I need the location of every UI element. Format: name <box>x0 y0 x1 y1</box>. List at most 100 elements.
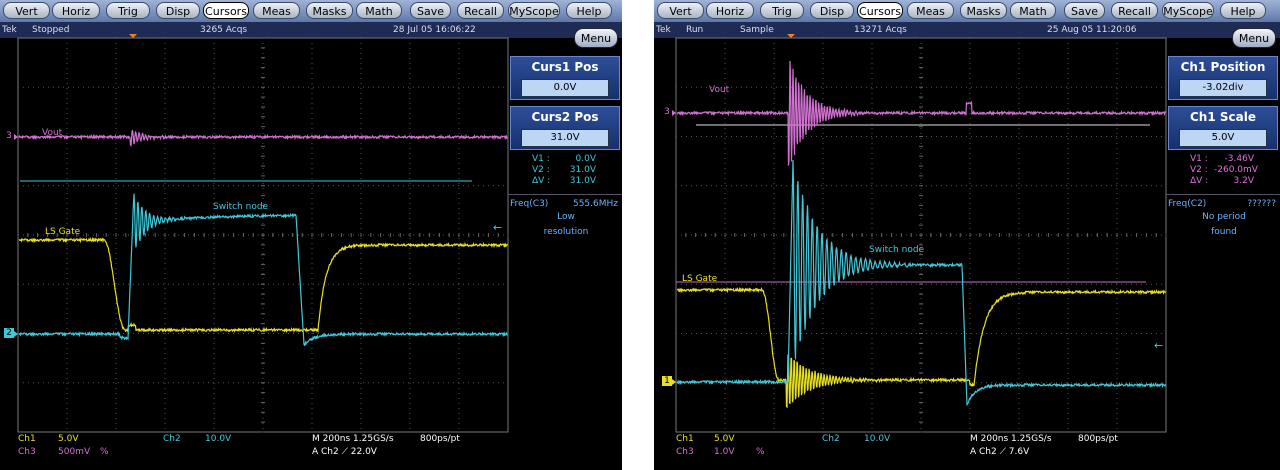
footer-text: % <box>100 447 109 457</box>
footer-text: 800ps/pt <box>1078 434 1118 444</box>
readout-value: 3.2V <box>1233 176 1254 186</box>
control-label: Ch1 Scale <box>1190 110 1256 124</box>
status-acqs: 13271 Acqs <box>854 25 907 35</box>
menu-bar: Vert Horiz Trig Disp Cursors Meas Masks Math Sav… <box>654 0 1280 22</box>
status-bar: Tek Stopped 3265 Acqs 28 Jul 05 16:06:22 <box>0 22 622 38</box>
readout-label: V1 : <box>1190 154 1208 164</box>
channel-marker: 2 <box>4 328 14 338</box>
menu-button[interactable]: Disp <box>810 2 854 19</box>
measurement-label: Freq(C2) <box>1168 199 1207 209</box>
menu-button[interactable]: Math <box>1010 2 1056 19</box>
control-box[interactable]: Ch1 Scale 5.0V <box>1168 106 1278 150</box>
menu-button[interactable]: Meas <box>253 2 300 19</box>
measurement-value: 555.6MHz <box>572 199 618 209</box>
trace-label: Switch node <box>213 202 269 212</box>
status-state: Run <box>686 25 704 35</box>
menu-button[interactable]: Cursors <box>203 2 249 19</box>
footer-text: 10.0V <box>205 434 232 444</box>
footer-text: 5.0V <box>714 434 735 444</box>
graticule <box>14 34 509 433</box>
measurement-note: resolution <box>543 227 589 237</box>
measurement-separator <box>1166 194 1280 195</box>
scope-screen: Vert Horiz Trig Disp Cursors Meas Masks Math Sav… <box>654 0 1280 470</box>
control-box[interactable]: Ch1 Position -3.02div <box>1168 56 1278 100</box>
footer-text: 500mV <box>58 447 91 457</box>
menu-button[interactable]: MyScope <box>1162 2 1214 19</box>
control-label: Curs2 Pos <box>531 110 599 124</box>
footer-text: A Ch2 ⟋ 7.6V <box>970 447 1030 457</box>
marker-arrow <box>14 331 18 337</box>
vout-trace <box>676 60 1167 166</box>
footer-text: 1.0V <box>714 447 735 457</box>
menu-button[interactable]: Help <box>566 2 612 19</box>
control-label: Curs1 Pos <box>531 60 599 74</box>
menu-button[interactable]: Horiz <box>706 2 754 19</box>
marker-arrow <box>14 134 18 140</box>
menu-button[interactable]: Menu <box>1232 28 1276 48</box>
menu-button[interactable]: Masks <box>306 2 353 19</box>
control-box[interactable]: Curs1 Pos 0.0V <box>510 56 620 100</box>
menu-button[interactable]: Trig <box>760 2 804 19</box>
menu-button[interactable]: Recall <box>457 2 504 19</box>
readout-value: -3.46V <box>1224 154 1254 164</box>
status-state: Stopped <box>32 25 70 35</box>
channel-marker: 1 <box>662 376 672 386</box>
readout-value: 31.0V <box>569 176 596 186</box>
menu-button[interactable]: Save <box>410 2 451 19</box>
menu-button[interactable]: Math <box>356 2 402 19</box>
readout-label: V2 : <box>1190 165 1208 175</box>
measurement-label: Freq(C3) <box>510 199 549 209</box>
trigger-position <box>129 34 137 38</box>
footer-text: Ch1 <box>18 434 36 444</box>
vout-trace <box>18 129 508 147</box>
menu-button[interactable]: Disp <box>156 2 200 19</box>
gate-trace <box>676 286 1167 409</box>
control-label: Ch1 Position <box>1180 60 1266 74</box>
footer-text: 5.0V <box>58 434 79 444</box>
menu-button[interactable]: Meas <box>907 2 954 19</box>
marker-arrow <box>672 379 676 385</box>
graticule <box>672 34 1167 433</box>
trace-label: LS Gate <box>682 274 718 284</box>
measurement-note: Low <box>557 212 575 222</box>
footer-text: 800ps/pt <box>420 434 460 444</box>
offscreen-arrow: ← <box>493 221 503 234</box>
footer-text: 10.0V <box>864 434 891 444</box>
channel-marker: 3 <box>664 107 670 117</box>
status-timestamp: 28 Jul 05 16:06:22 <box>393 25 476 35</box>
menu-bar: Vert Horiz Trig Disp Cursors Meas Masks Math Sav… <box>0 0 622 22</box>
status-brand: Tek <box>2 25 17 35</box>
switch-trace <box>676 159 1167 407</box>
trigger-position <box>787 34 795 38</box>
control-value: -3.02div <box>1179 79 1267 97</box>
readout-value: -260.0mV <box>1214 165 1258 175</box>
control-box[interactable]: Curs2 Pos 31.0V <box>510 106 620 150</box>
readout-label: V1 : <box>532 154 550 164</box>
measurement-separator <box>508 194 622 195</box>
menu-button[interactable]: Help <box>1220 2 1266 19</box>
readout-label: V2 : <box>532 165 550 175</box>
menu-button[interactable]: Cursors <box>857 2 903 19</box>
control-value: 5.0V <box>1179 129 1267 147</box>
footer-text: Ch3 <box>18 447 36 457</box>
menu-button[interactable]: Save <box>1064 2 1105 19</box>
footer-text: M 200ns 1.25GS/s <box>312 434 394 444</box>
menu-button[interactable]: Horiz <box>52 2 100 19</box>
menu-button[interactable]: Recall <box>1111 2 1158 19</box>
readout-value: 0.0V <box>575 154 596 164</box>
menu-button[interactable]: Masks <box>960 2 1007 19</box>
readout-label: ΔV : <box>532 176 551 186</box>
menu-button[interactable]: Vert <box>3 2 50 19</box>
status-brand: Tek <box>656 25 671 35</box>
measurement-value: ?????? <box>1247 199 1276 209</box>
menu-button[interactable]: Trig <box>106 2 150 19</box>
switch-trace <box>19 193 508 347</box>
menu-button[interactable]: Menu <box>574 28 618 48</box>
status-timestamp: 25 Aug 05 11:20:06 <box>1047 25 1137 35</box>
status-acqs: 3265 Acqs <box>200 25 248 35</box>
trace-label: Switch node <box>869 245 925 255</box>
menu-button[interactable]: Vert <box>657 2 704 19</box>
footer-text: M 200ns 1.25GS/s <box>970 434 1052 444</box>
menu-button[interactable]: MyScope <box>508 2 560 19</box>
